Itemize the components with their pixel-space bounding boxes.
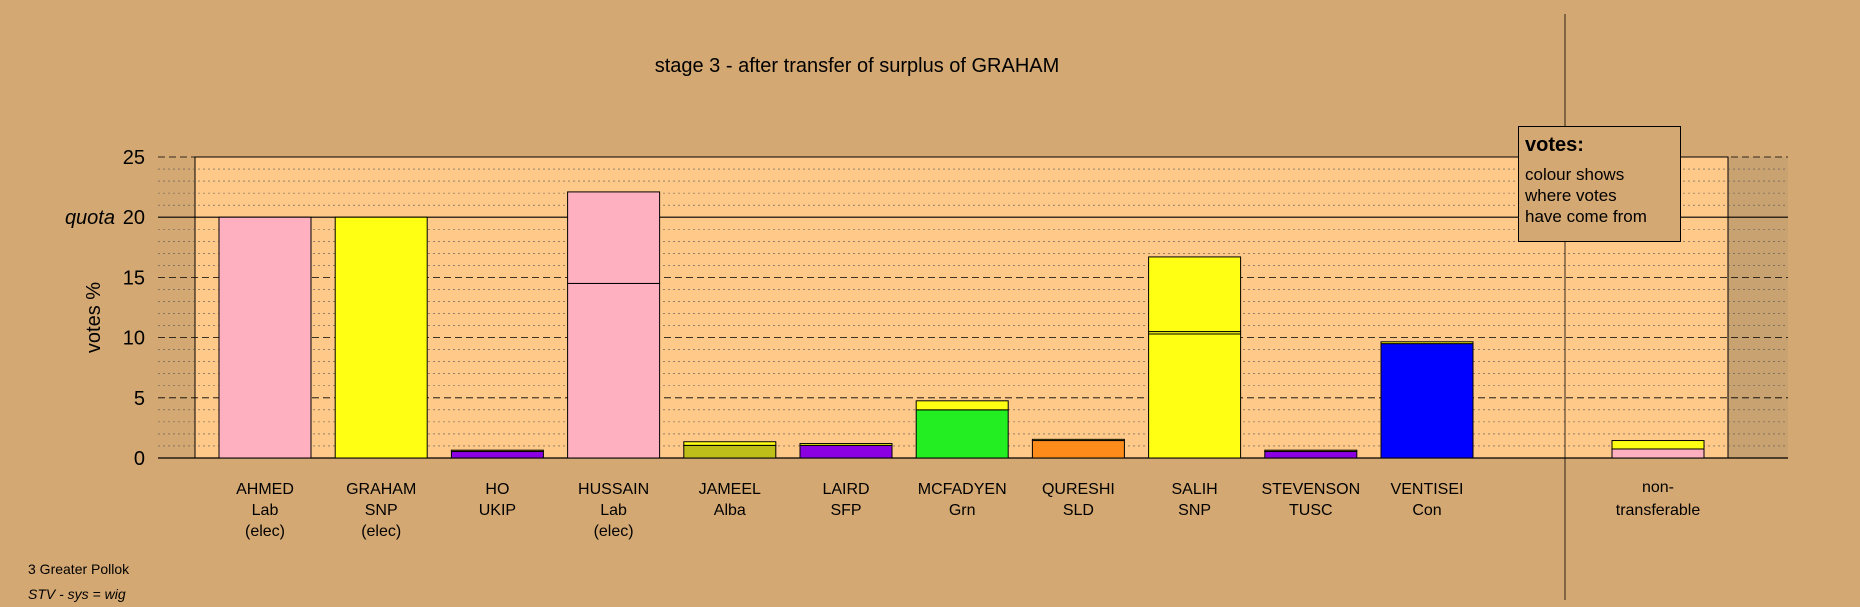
legend-line-3: have come from [1525,207,1647,226]
candidate-name: JAMEEL [699,481,761,498]
legend-line-1: colour shows [1525,165,1625,184]
bar-segment [1264,449,1358,452]
y-axis-label: votes % [83,282,105,353]
candidate-party: SLD [1063,502,1094,519]
bar-segment [567,191,661,284]
candidate-party: SNP [1178,502,1211,519]
footer-system-note: STV - sys = wig [28,586,126,602]
y-tick-label: 5 [134,388,145,410]
bar-segment [1031,438,1125,442]
candidate-party: Con [1412,502,1441,519]
candidate-name: SALIH [1171,481,1217,498]
candidate-party: SFP [830,502,861,519]
bar-segment [915,409,1009,459]
y-tick-label: 25 [123,147,145,169]
quota-label: quota [65,207,115,229]
bar-segment [1031,440,1125,459]
bar-segment [683,441,777,446]
y-tick-label: 20 [123,207,145,229]
candidate-name: GRAHAM [346,481,416,498]
candidate-name: HUSSAIN [578,481,649,498]
candidate-name: AHMED [236,481,294,498]
candidate-status: (elec) [594,523,634,540]
y-tick-label: 10 [123,328,145,350]
bar-segment [915,400,1009,411]
y-tick-label: 15 [123,267,145,289]
bar-segment [1264,450,1358,459]
bar-segment [218,216,312,459]
candidate-name: LAIRD [822,481,869,498]
candidate-name: VENTISEI [1391,481,1464,498]
candidate-party: Lab [600,502,627,519]
bar-segment [1148,256,1242,333]
footer: 3 Greater Pollok STV - sys = wig [28,557,129,607]
candidate-status: (elec) [361,523,401,540]
candidate-party: Grn [949,502,976,519]
candidate-name: HO [485,481,509,498]
footer-area-label: 3 Greater Pollok [28,561,130,577]
candidate-name: QURESHI [1042,481,1115,498]
legend-box: votes: colour shows where votes have com… [1518,126,1681,242]
bar-segment [334,216,428,459]
legend-line-2: where votes [1525,186,1617,205]
bar-segment [567,282,661,459]
bar-segment [1148,333,1242,459]
bar-segment [1611,440,1705,450]
candidate-party: TUSC [1289,502,1333,519]
bar-segment [1611,448,1705,459]
bar-segment [683,444,777,459]
candidate-name: MCFADYEN [918,481,1007,498]
candidate-party: SNP [365,502,398,519]
bar-segment [1380,343,1474,459]
candidate-party: Alba [714,502,746,519]
candidate-party: UKIP [479,502,516,519]
bar-segment [1380,341,1474,345]
bar-segment [799,443,893,446]
candidate-name: STEVENSON [1261,481,1360,498]
candidate-status: (elec) [245,523,285,540]
chart-title: stage 3 - after transfer of surplus of G… [655,55,1060,77]
y-tick-label: 0 [134,448,145,470]
nontransferable-label-line1: non- [1642,479,1674,496]
candidate-party: Lab [252,502,279,519]
nontransferable-panel [1728,157,1788,458]
bar-segment [450,450,544,459]
bar-segment [799,444,893,459]
nontransferable-label-line2: transferable [1616,502,1701,519]
bar-segment [450,449,544,452]
legend-title: votes: [1525,134,1584,156]
